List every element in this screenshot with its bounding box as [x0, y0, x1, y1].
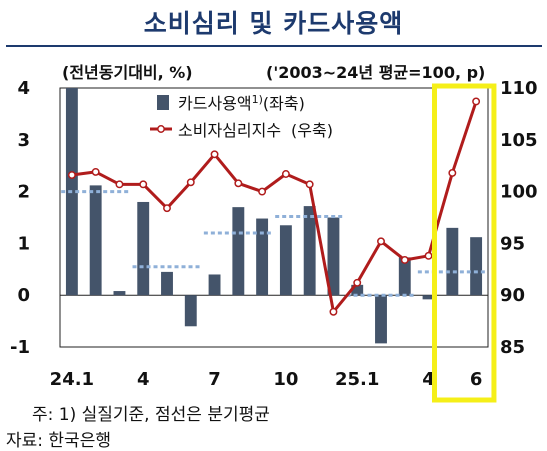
bar [113, 291, 126, 296]
bar [303, 206, 316, 296]
sentiment-point [472, 97, 481, 106]
sentiment-point [400, 256, 409, 264]
footnote: 주: 1) 실질기준, 점선은 분기평균 [32, 405, 270, 425]
sentiment-point [448, 169, 457, 177]
left-tick-label: -1 [10, 337, 30, 358]
sentiment-point [210, 150, 219, 159]
sentiment-point [115, 180, 124, 189]
sentiment-point [281, 170, 290, 178]
bar [89, 185, 102, 296]
sentiment-point [377, 237, 385, 246]
bar [398, 257, 411, 296]
chart-title: 소비심리 및 카드사용액 [143, 9, 404, 38]
title-underline [6, 45, 542, 47]
bar [422, 295, 435, 300]
sentiment-point [424, 251, 433, 260]
left-tick-label: 4 [17, 78, 30, 99]
sentiment-point [329, 307, 338, 316]
left-axis-unit: (전년동기대비, %) [62, 63, 193, 82]
sentiment-point [91, 167, 100, 176]
x-tick-label: 24.1 [50, 369, 94, 390]
legend-line-label: 소비자심리지수 (우축) [178, 121, 333, 140]
right-axis-unit: ('2003~24년 평균=100, p) [266, 63, 485, 82]
sentiment-point [67, 171, 76, 179]
bar [446, 227, 459, 296]
highlight-box [432, 83, 497, 403]
left-tick-label: 2 [17, 182, 30, 203]
x-tick-label: 25.1 [335, 369, 379, 390]
right-tick-label: 95 [500, 233, 525, 254]
bar [161, 271, 173, 296]
bar [375, 295, 387, 344]
x-tick-label: 7 [208, 369, 221, 390]
x-tick-label: 4 [422, 369, 435, 390]
sentiment-point [353, 278, 362, 287]
x-tick-label: 4 [137, 369, 150, 390]
left-tick-label: 3 [17, 130, 30, 151]
bar [208, 274, 221, 296]
sentiment-point [139, 180, 148, 189]
right-tick-label: 100 [500, 182, 538, 203]
legend-line-marker [157, 125, 165, 133]
legend-bar-swatch [157, 95, 169, 110]
plot-frame [59, 87, 489, 348]
sentiment-point [258, 187, 267, 196]
x-tick-label: 10 [273, 369, 298, 390]
right-tick-label: 110 [500, 78, 538, 99]
source-note: 자료: 한국은행 [6, 431, 111, 451]
right-tick-label: 85 [500, 337, 525, 358]
sentiment-point [186, 178, 195, 187]
legend-bar-label: 카드사용액1)(좌축) [178, 93, 305, 113]
bar [184, 295, 197, 327]
left-tick-label: 0 [17, 285, 30, 306]
x-tick-label: 6 [470, 369, 483, 390]
bar [327, 217, 340, 296]
bar [256, 218, 269, 296]
bar [470, 237, 483, 296]
sentiment-point [234, 179, 243, 188]
sentiment-point [163, 204, 171, 213]
right-tick-label: 90 [500, 285, 525, 306]
left-tick-label: 1 [17, 233, 30, 254]
bar [279, 225, 292, 296]
sentiment-line [71, 100, 478, 314]
right-tick-label: 105 [500, 130, 538, 151]
sentiment-point [305, 180, 314, 189]
bar [351, 284, 364, 296]
bar [137, 201, 150, 296]
bar [232, 207, 245, 296]
